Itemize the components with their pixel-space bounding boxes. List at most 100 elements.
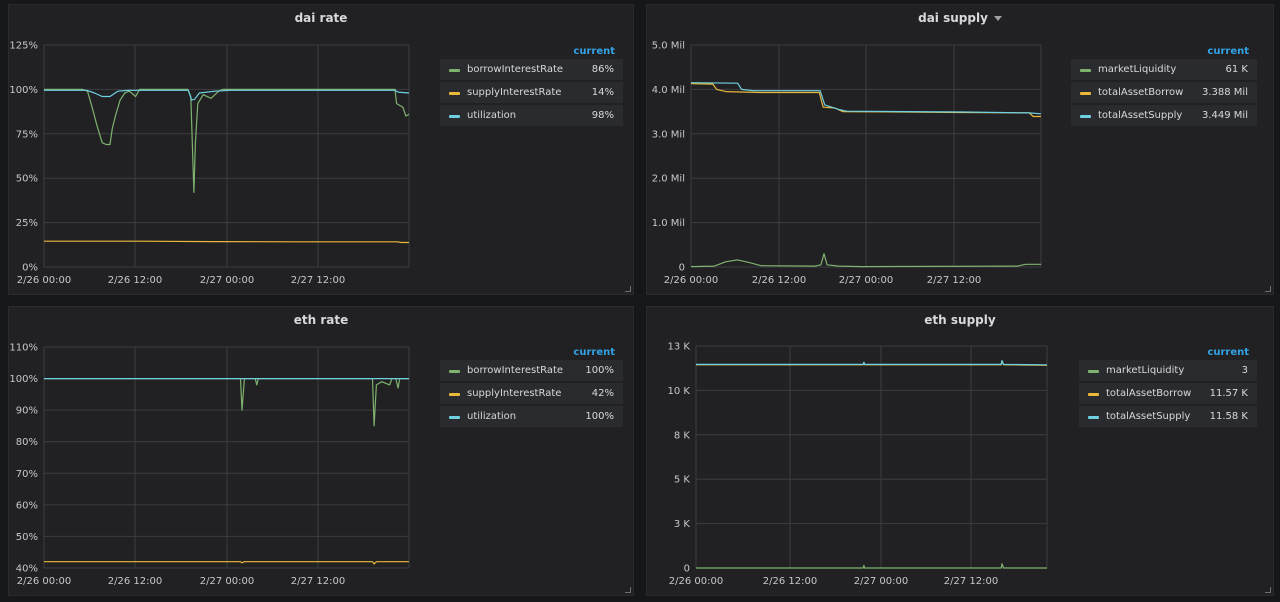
series-line-borrowInterestRate[interactable] (44, 377, 409, 427)
x-tick-label: 2/27 00:00 (854, 576, 908, 587)
legend: current marketLiquidity 3 totalAssetBorro… (1079, 345, 1257, 429)
panel-title[interactable]: eth rate (293, 313, 349, 327)
series-name: supplyInterestRate (467, 388, 562, 399)
y-tick-label: 1.0 Mil (652, 218, 685, 229)
series-line-totalAssetSupply[interactable] (690, 82, 1042, 115)
series-current-value: 42% (591, 388, 614, 399)
legend-item[interactable]: borrowInterestRate 100% (440, 360, 623, 381)
x-tick-label: 2/26 12:00 (108, 275, 162, 286)
legend-item[interactable]: totalAssetSupply 11.58 K (1079, 406, 1257, 427)
series-name: totalAssetBorrow (1098, 87, 1184, 98)
resize-handle[interactable] (625, 286, 631, 292)
legend-item[interactable]: borrowInterestRate 86% (440, 59, 623, 80)
x-tick-label: 2/27 00:00 (200, 275, 254, 286)
series-line-totalAssetSupply[interactable] (696, 359, 1048, 366)
series-swatch (449, 92, 460, 95)
x-tick-label: 2/26 00:00 (664, 275, 718, 286)
y-tick-label: 3 K (674, 519, 691, 530)
series-line-utilization[interactable] (44, 89, 410, 101)
y-tick-label: 70% (16, 469, 38, 480)
y-tick-label: 4.0 Mil (652, 85, 685, 96)
panel-title[interactable]: eth supply (924, 313, 996, 327)
panel-title[interactable]: dai rate (294, 11, 348, 25)
panel-eth-rate: eth rate 40% 50% 60% 70% 80% 90% 100% 110% 2/26 … (8, 306, 634, 596)
y-tick-label: 0% (22, 263, 38, 274)
series-swatch (449, 416, 460, 419)
legend-item[interactable]: utilization 100% (440, 406, 623, 427)
panel-title[interactable]: dai supply (647, 11, 1273, 25)
legend-header-current[interactable]: current (1207, 347, 1249, 358)
x-tick-label: 2/26 12:00 (108, 576, 162, 587)
resize-handle[interactable] (1265, 587, 1271, 593)
x-tick-label: 2/27 12:00 (944, 576, 998, 587)
series-line-marketLiquidity[interactable] (696, 563, 1047, 569)
y-tick-label: 40% (16, 564, 38, 575)
x-tick-label: 2/27 00:00 (839, 275, 893, 286)
series-name: supplyInterestRate (467, 87, 562, 98)
y-tick-label: 25% (16, 218, 38, 229)
panel-eth-supply: eth supply 0 3 K 5 K 8 K 10 K 13 K 2/26 00:00 2… (646, 306, 1274, 596)
y-tick-label: 10 K (668, 386, 691, 397)
series-swatch (449, 115, 460, 118)
resize-handle[interactable] (625, 587, 631, 593)
y-tick-label: 0 (679, 263, 685, 274)
x-tick-label: 2/26 00:00 (17, 576, 71, 587)
series-line-borrowInterestRate[interactable] (44, 88, 410, 193)
y-tick-label: 60% (16, 500, 38, 511)
y-tick-label: 100% (9, 85, 38, 96)
x-tick-label: 2/27 12:00 (927, 275, 981, 286)
resize-handle[interactable] (1265, 286, 1271, 292)
series-current-value: 11.58 K (1209, 411, 1248, 422)
legend-header-current[interactable]: current (573, 46, 615, 57)
series-name: borrowInterestRate (467, 64, 564, 75)
dai-rate-chart: 0% 25% 50% 75% 100% 125% 2/26 00:00 2/26 12:00 2… (9, 41, 410, 286)
series-name: utilization (467, 110, 517, 121)
y-tick-label: 50% (16, 174, 38, 185)
series-line-supplyInterestRate[interactable] (44, 561, 409, 565)
legend-item[interactable]: totalAssetBorrow 3.388 Mil (1071, 82, 1257, 103)
legend-item[interactable]: supplyInterestRate 42% (440, 383, 623, 404)
y-tick-label: 125% (9, 41, 38, 52)
dai-supply-chart: 0 1.0 Mil 2.0 Mil 3.0 Mil 4.0 Mil 5.0 Mil 2/26… (652, 41, 1042, 286)
series-current-value: 61 K (1225, 64, 1248, 75)
eth-rate-chart: 40% 50% 60% 70% 80% 90% 100% 110% 2/26 00:00 2/26… (9, 343, 410, 587)
series-current-value: 14% (591, 87, 614, 98)
legend-item[interactable]: totalAssetBorrow 11.57 K (1079, 383, 1257, 404)
y-tick-label: 13 K (668, 342, 691, 353)
legend: current marketLiquidity 61 K totalAssetBo… (1071, 44, 1257, 128)
legend-header-current[interactable]: current (1207, 46, 1249, 57)
x-tick-label: 2/26 00:00 (669, 576, 723, 587)
series-swatch (1088, 416, 1099, 419)
series-line-marketLiquidity[interactable] (690, 253, 1041, 268)
legend-item[interactable]: marketLiquidity 61 K (1071, 59, 1257, 80)
x-tick-label: 2/26 12:00 (763, 576, 817, 587)
panel-dai-supply: dai supply 0 1.0 Mil 2.0 Mil 3.0 Mil 4.0 Mil… (646, 4, 1274, 295)
y-tick-label: 0 (684, 564, 690, 575)
x-tick-label: 2/27 12:00 (291, 275, 345, 286)
y-tick-label: 50% (16, 532, 38, 543)
y-tick-label: 5.0 Mil (652, 41, 685, 52)
series-line-supplyInterestRate[interactable] (44, 240, 409, 244)
series-swatch (1080, 92, 1091, 95)
y-tick-label: 5 K (674, 475, 691, 486)
x-tick-label: 2/26 12:00 (752, 275, 806, 286)
legend-item[interactable]: marketLiquidity 3 (1079, 360, 1257, 381)
series-name: totalAssetSupply (1098, 110, 1183, 121)
y-tick-label: 100% (9, 374, 38, 385)
legend-header-current[interactable]: current (573, 347, 615, 358)
chevron-down-icon[interactable] (993, 16, 1002, 21)
series-swatch (449, 393, 460, 396)
series-swatch (449, 370, 460, 373)
y-tick-label: 110% (9, 343, 38, 354)
series-swatch (1088, 393, 1099, 396)
series-name: totalAssetSupply (1106, 411, 1191, 422)
series-swatch (1080, 115, 1091, 118)
x-tick-label: 2/27 00:00 (200, 576, 254, 587)
legend-item[interactable]: utilization 98% (440, 105, 623, 126)
x-tick-label: 2/27 12:00 (291, 576, 345, 587)
series-name: borrowInterestRate (467, 365, 564, 376)
legend-item[interactable]: totalAssetSupply 3.449 Mil (1071, 105, 1257, 126)
y-tick-label: 80% (16, 437, 38, 448)
x-tick-label: 2/26 00:00 (17, 275, 71, 286)
legend-item[interactable]: supplyInterestRate 14% (440, 82, 623, 103)
